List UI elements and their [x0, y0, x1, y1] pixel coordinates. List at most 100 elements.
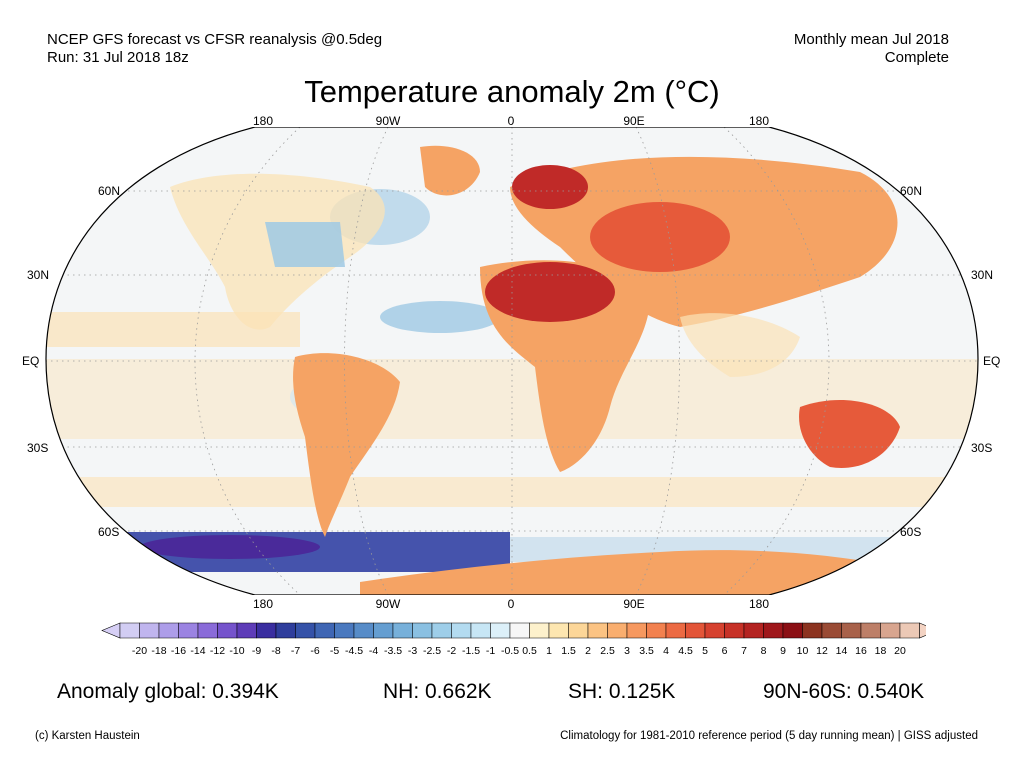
colorbar-box — [704, 622, 725, 639]
colorbar-box — [295, 622, 316, 639]
lat-label-left-30n: 30N — [27, 268, 50, 282]
colorbar-box — [685, 622, 706, 639]
colorbar-box — [548, 622, 569, 639]
colorbar-tick-label: 6 — [722, 645, 728, 656]
colorbar-box — [139, 622, 160, 639]
colorbar-box — [509, 622, 530, 639]
colorbar-box — [451, 622, 472, 639]
colorbar-boxes — [101, 622, 926, 639]
lon-label-bottom-180e: 180 — [748, 597, 770, 611]
header-run-info: Run: 31 Jul 2018 18z — [47, 49, 189, 66]
stat-90n-60s-anomaly: 90N-60S: 0.540K — [763, 680, 925, 703]
colorbar-tick-label: -9 — [252, 645, 261, 656]
lat-label-left-60s: 60S — [98, 525, 120, 539]
header-model-info: NCEP GFS forecast vs CFSR reanalysis @0.… — [47, 31, 383, 48]
colorbar-box — [880, 622, 901, 639]
colorbar-box — [470, 622, 491, 639]
colorbar-box — [490, 622, 511, 639]
scandinavia-hot — [512, 165, 588, 209]
colorbar-tick-label: 5 — [702, 645, 708, 656]
header-status: Complete — [884, 49, 949, 66]
greenland — [420, 145, 480, 196]
lat-label-left-30s: 30S — [27, 441, 49, 455]
colorbar-tick-label: 20 — [894, 645, 906, 656]
central-asia-hot — [590, 202, 730, 272]
colorbar-box — [119, 622, 140, 639]
colorbar-box — [782, 622, 803, 639]
lon-label-top-90e: 90E — [623, 114, 645, 128]
graticule — [46, 127, 978, 595]
colorbar-box — [626, 622, 647, 639]
colorbar-box — [178, 622, 199, 639]
colorbar-tick-label: -0.5 — [501, 645, 519, 656]
south-america — [293, 353, 400, 537]
lat-label-left-60n: 60N — [98, 184, 121, 198]
colorbar-box — [763, 622, 784, 639]
usa-cool-region — [265, 222, 345, 267]
colorbar-tick-label: 2 — [585, 645, 591, 656]
colorbar-tick-label: -18 — [151, 645, 166, 656]
colorbar-right-arrow — [919, 622, 926, 639]
colorbar-box — [587, 622, 608, 639]
colorbar-box — [314, 622, 335, 639]
footer-note: Climatology for 1981-2010 reference peri… — [560, 730, 978, 742]
sahara-hot — [485, 262, 615, 322]
colorbar-tick-label: -3.5 — [384, 645, 402, 656]
lon-label-bottom-0: 0 — [507, 597, 515, 611]
colorbar-box — [256, 622, 277, 639]
atlantic-cool-patch — [380, 301, 500, 333]
colorbar-box — [373, 622, 394, 639]
colorbar-tick-label: 4 — [663, 645, 669, 656]
colorbar-tick-label: -10 — [229, 645, 244, 656]
colorbar-tick-label: 3 — [624, 645, 630, 656]
colorbar-box — [334, 622, 355, 639]
colorbar-tick-label: 4.5 — [678, 645, 693, 656]
colorbar-tick-label: -5 — [330, 645, 339, 656]
lon-label-bottom-90w: 90W — [375, 597, 401, 611]
colorbar-box — [236, 622, 257, 639]
colorbar-tick-label: -8 — [271, 645, 280, 656]
colorbar-tick-label: 16 — [855, 645, 867, 656]
map-fill — [46, 127, 978, 595]
colorbar-box — [197, 622, 218, 639]
colorbar-box — [860, 622, 881, 639]
colorbar-box — [665, 622, 686, 639]
colorbar-box — [353, 622, 374, 639]
colorbar-labels: -20 -18 -16 -14 -12 -10 -9 -8 -7 -6 -5 -4.5 -4 -3.5 -3… — [132, 645, 906, 656]
colorbar-box — [646, 622, 667, 639]
colorbar-tick-label: 9 — [780, 645, 786, 656]
colorbar-tick-label: -20 — [132, 645, 147, 656]
colorbar-box — [743, 622, 764, 639]
colorbar-box — [802, 622, 823, 639]
colorbar-tick-label: 1 — [546, 645, 552, 656]
anomaly-map — [45, 127, 979, 595]
colorbar: -20 -18 -16 -14 -12 -10 -9 -8 -7 -6 -5 -4.5 -4 -3.5 -3… — [101, 622, 926, 656]
colorbar-box — [275, 622, 296, 639]
colorbar-box — [217, 622, 238, 639]
lat-label-right-30s: 30S — [971, 441, 993, 455]
colorbar-tick-label: -6 — [310, 645, 319, 656]
colorbar-left-arrow — [101, 622, 121, 639]
colorbar-box — [568, 622, 589, 639]
colorbar-tick-label: 7 — [741, 645, 747, 656]
colorbar-tick-label: -1.5 — [462, 645, 480, 656]
lat-label-right-30n: 30N — [971, 268, 994, 282]
colorbar-tick-label: -1 — [486, 645, 495, 656]
lon-label-top-0: 0 — [507, 114, 515, 128]
lon-label-top-180e: 180 — [748, 114, 770, 128]
map-border — [45, 127, 979, 595]
lon-label-top-180w: 180 — [252, 114, 274, 128]
colorbar-tick-label: 0.5 — [522, 645, 537, 656]
lon-label-bottom-90e: 90E — [623, 597, 645, 611]
lat-label-right-60n: 60N — [900, 184, 923, 198]
colorbar-box — [529, 622, 550, 639]
colorbar-box — [841, 622, 862, 639]
colorbar-tick-label: 1.5 — [561, 645, 576, 656]
colorbar-tick-label: 18 — [875, 645, 887, 656]
colorbar-box — [431, 622, 452, 639]
stat-nh-anomaly: NH: 0.662K — [383, 680, 492, 703]
stat-sh-anomaly: SH: 0.125K — [568, 680, 676, 703]
colorbar-tick-label: 12 — [816, 645, 828, 656]
colorbar-tick-label: -12 — [210, 645, 225, 656]
map-title: Temperature anomaly 2m (°C) — [304, 74, 720, 109]
